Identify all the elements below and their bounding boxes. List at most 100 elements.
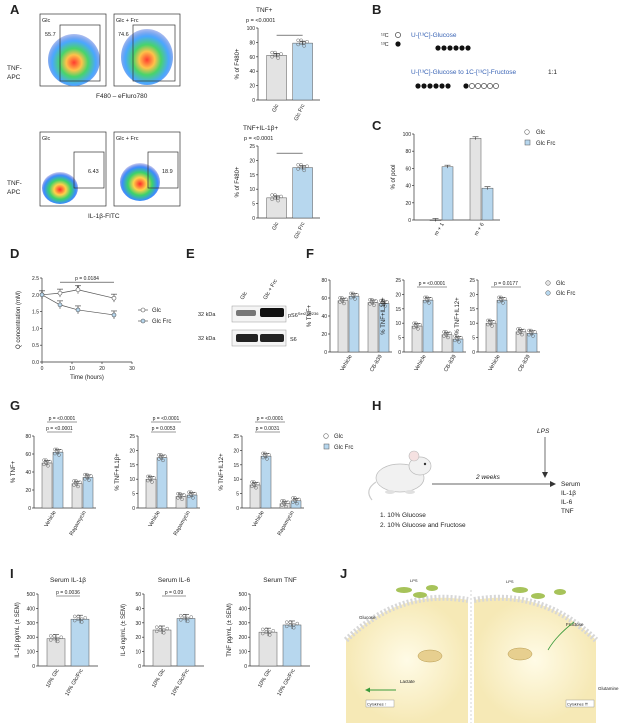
chart-d-tick-label: 2.0	[32, 293, 39, 299]
chart-i-1-bar	[70, 618, 90, 667]
chart-i-1-point	[73, 618, 77, 623]
flow2-ylabel: TNF-	[7, 180, 22, 187]
flow2-right-label: Glc + Frc	[116, 136, 139, 142]
flow1-left-pct: 55.7	[45, 32, 56, 38]
carbon-12-dot	[469, 83, 475, 89]
carbon-13-dot	[447, 45, 453, 51]
flow-plot-tnf-f480: TNF- APC Glc 55.7 Glc + Frc 74.6 F480 – …	[7, 13, 181, 100]
chart-g-1-bar	[52, 451, 64, 509]
chart-f-3-category: CB-839	[517, 354, 532, 373]
chart-g-legend-label: Glc Frc	[334, 445, 353, 451]
chart-g-group: 0 20 40 60 80 % TNF+ Vehicle Rapamycin p = <0.00…	[11, 416, 353, 537]
chart-i-1-y-label: IL-1β pg/mL (± SEM)	[15, 602, 21, 658]
chart-g-1-bar	[82, 477, 94, 509]
chart-g-1-point	[53, 447, 57, 452]
chart-g-3-point	[263, 451, 267, 456]
diet-2-label: 2. 10% Glucose and Fructose	[380, 522, 466, 529]
chart-i-2-category: 10% Glc/Frc	[170, 668, 190, 697]
chart-f-3-point	[527, 332, 531, 337]
chart-g-3-tick-label: 5	[236, 492, 239, 498]
chart-i-3-tick-label: 200	[239, 635, 248, 641]
chart-g-3-point	[261, 451, 265, 456]
panel-letter-h: H	[372, 398, 381, 413]
chart-c-pool: 0 20 40 60 80 100 % of pool m + 1 m + 6 Glc Glc Fr…	[391, 129, 555, 237]
carbon-12-dot	[493, 83, 499, 89]
chart-f-1-point	[368, 302, 372, 306]
chart-i-3-point	[261, 631, 265, 636]
chart-a-tnf-tick-label: 20	[249, 84, 255, 90]
chart-i-3-category: 10% Glc	[257, 668, 273, 689]
chart-c-tick-label: 60	[405, 166, 411, 172]
chart-a-tnf-point	[305, 39, 309, 44]
chart-g-3-p-value: p = 0.0031	[256, 426, 280, 432]
chart-f-1-point	[349, 295, 353, 300]
chart-f-2-bar	[422, 299, 434, 353]
chart-f-2-tick-label: 5	[398, 336, 401, 342]
chart-c-legend-label: Glc Frc	[536, 141, 555, 147]
chart-a-tnf-point	[299, 38, 303, 43]
chart-a-tnf-point	[296, 42, 300, 47]
chart-f-3-point	[497, 295, 501, 300]
chart-f-1-point	[338, 296, 342, 300]
chart-g-2-point	[152, 476, 156, 480]
chart-d-tick-label: 30	[129, 366, 135, 372]
chart-g-3-point	[295, 501, 299, 506]
chart-f-3-tick-label: 15	[469, 307, 475, 313]
chart-f-2-point	[416, 327, 420, 331]
tracer-ratio: 1:1	[548, 69, 557, 76]
flow1-right-label: Glc + Frc	[116, 18, 139, 24]
chart-g-2-point	[146, 474, 150, 479]
chart-i-2-p-value: p = 0.09	[165, 590, 183, 596]
chart-a-tnf-tick-label: 80	[249, 40, 255, 46]
chart-a-tnf-category: Glc Frc	[294, 103, 307, 122]
chart-f-2-tick-label: 20	[395, 292, 401, 298]
chart-f-2-point	[448, 331, 452, 336]
chart-f-3-point	[520, 332, 524, 337]
chart-a-tnf-category: Glc	[271, 103, 280, 113]
chart-g-2-category: Rapamycin	[173, 510, 192, 537]
chart-d-tick-label: 0	[41, 366, 44, 372]
chart-d-tick-label: 0.5	[32, 343, 39, 349]
chart-g-2-p-value: p = 0.0053	[152, 426, 176, 432]
flow2-left-label: Glc	[42, 136, 51, 142]
chart-i-1-tick-label: 300	[27, 621, 36, 627]
chart-f-3-point	[497, 299, 501, 304]
chart-g-3-y-label: % TNF+IL12+	[219, 453, 225, 491]
chart-a-tnf-il1b-tick-label: 10	[249, 187, 255, 193]
band-2-label: S6	[290, 337, 297, 343]
chart-f-2-point	[457, 340, 461, 344]
chart-f-2-category: Vehicle	[414, 354, 428, 372]
chart-i-2-category: 10% Glc	[151, 668, 167, 689]
chart-g-1-point	[74, 479, 78, 483]
chart-f-3-point	[533, 330, 537, 334]
chart-d-tick-label: 10	[69, 366, 75, 372]
chart-f-2-point	[425, 295, 429, 300]
chart-i-2-title: Serum IL-6	[158, 577, 191, 584]
chart-a-tnf-p: p = <0.0001	[246, 18, 275, 24]
chart-a-tnf-il1b-point	[273, 193, 277, 197]
legend-12c: ¹²C	[381, 33, 389, 39]
chart-f-2-point	[453, 338, 457, 343]
flow1-xlabel: F480 – eFluro780	[96, 93, 148, 100]
flow2-left-pct: 6.43	[88, 169, 99, 175]
mitochondrion-icon	[507, 647, 533, 661]
chart-d-point	[75, 307, 81, 313]
chart-d-legend-label: Glc Frc	[152, 319, 171, 325]
chart-d-glutamine: 0.0 0.5 1.0 1.5 2.0 2.5 0 10 20 30 Q concentration…	[16, 276, 171, 381]
chart-c-legend-marker	[524, 139, 531, 146]
fructose-label: Fructose	[566, 622, 584, 627]
chart-g-3-point	[267, 453, 271, 457]
chart-f-2-point	[427, 301, 431, 305]
chart-g-1-tick-label: 20	[25, 488, 31, 494]
chart-c-category: m + 1	[434, 222, 446, 237]
panel-letter-b: B	[372, 2, 381, 17]
chart-g-3-p-value: p = <0.0001	[257, 416, 284, 422]
carbon-13-dot	[463, 83, 469, 89]
carbon-13-dot	[439, 83, 445, 89]
panel-letter-e: E	[186, 246, 195, 261]
chart-f-2-point	[455, 334, 459, 338]
chart-f-3-point	[503, 297, 507, 301]
western-blot: Glc Glc + Frc 32 kDa pS6Ser235/236 32 kD…	[198, 278, 319, 347]
lps-label: LPS	[537, 428, 550, 435]
chart-g-3-category: Vehicle	[252, 510, 266, 528]
